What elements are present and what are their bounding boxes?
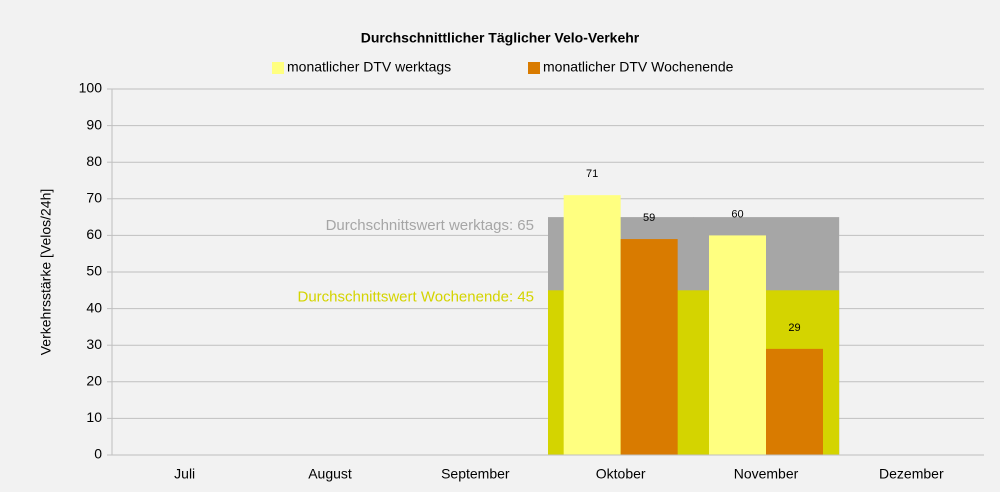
value-label: 59 <box>643 212 655 224</box>
y-tick-label: 50 <box>86 263 102 279</box>
x-tick-label: November <box>734 466 799 482</box>
legend-label: monatlicher DTV werktags <box>287 59 451 75</box>
y-axis-label: Verkehrsstärke [Velos/24h] <box>38 189 54 356</box>
x-tick-label: Juli <box>174 466 195 482</box>
legend-swatch <box>272 62 284 74</box>
y-tick-label: 100 <box>79 80 103 96</box>
y-tick-label: 80 <box>86 153 102 169</box>
legend-label: monatlicher DTV Wochenende <box>543 59 734 75</box>
y-tick-label: 60 <box>86 226 102 242</box>
x-tick-label: Dezember <box>879 466 944 482</box>
y-tick-label: 0 <box>94 446 102 462</box>
chart-title: Durchschnittlicher Täglicher Velo-Verkeh… <box>361 30 640 46</box>
value-label: 71 <box>586 168 598 180</box>
x-tick-label: Oktober <box>596 466 646 482</box>
x-tick-label: September <box>441 466 510 482</box>
legend-swatch <box>528 62 540 74</box>
y-tick-label: 40 <box>86 299 102 315</box>
bar <box>620 239 678 455</box>
average-label: Durchschnittswert Wochenende: 45 <box>297 288 534 305</box>
y-tick-label: 10 <box>86 409 102 425</box>
bar <box>563 195 621 455</box>
y-tick-label: 70 <box>86 190 102 206</box>
x-tick-label: August <box>308 466 352 482</box>
bar <box>766 348 823 455</box>
y-tick-label: 30 <box>86 336 102 352</box>
y-tick-label: 20 <box>86 373 102 389</box>
average-label: Durchschnittswert werktags: 65 <box>326 217 534 234</box>
value-label: 60 <box>731 208 743 220</box>
value-label: 29 <box>788 322 800 334</box>
y-tick-label: 90 <box>86 116 102 132</box>
bar <box>709 235 766 455</box>
